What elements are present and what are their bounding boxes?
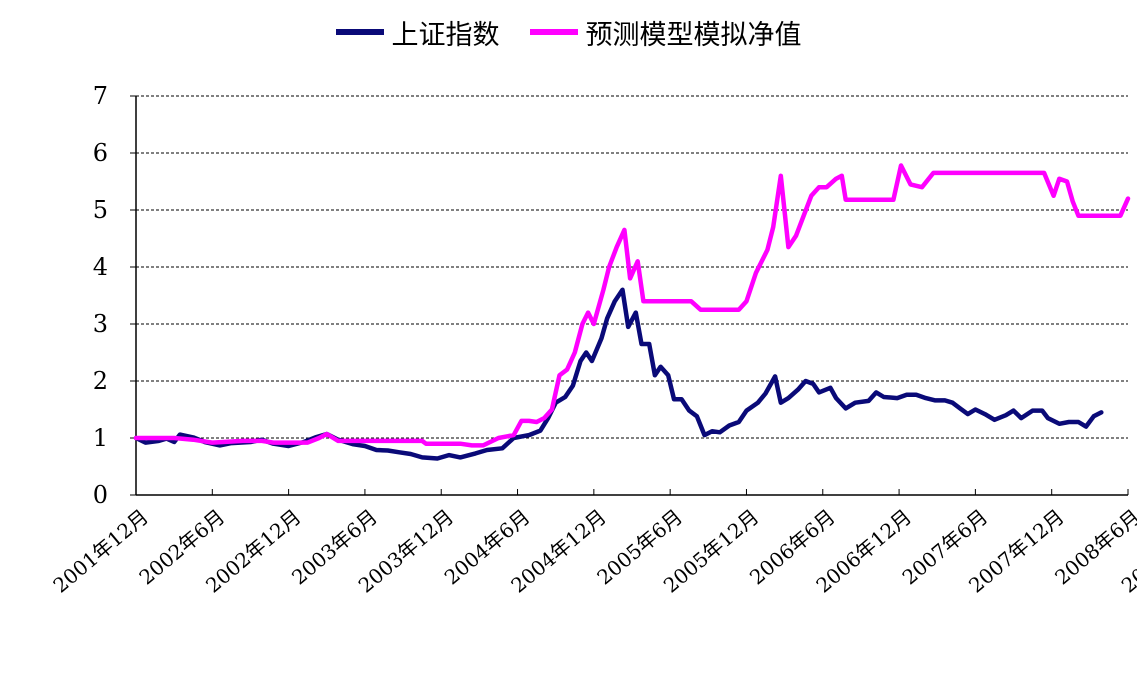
legend-swatch-sse-index — [335, 29, 384, 35]
series-line-model-nav — [133, 163, 1131, 448]
y-tick-label: 2 — [93, 367, 108, 395]
gridlines — [136, 95, 1128, 439]
legend-item-model-nav: 预测模型模拟净值 — [529, 13, 802, 52]
legend-item-sse-index: 上证指数 — [335, 13, 500, 52]
series-lines — [133, 163, 1131, 461]
chart-legend: 上证指数 预测模型模拟净值 — [0, 13, 1137, 52]
legend-swatch-model-nav — [529, 29, 578, 35]
y-tick-label: 5 — [93, 196, 108, 224]
y-tick-label: 6 — [93, 139, 108, 167]
x-axis-ticks: 2001年12月2002年6月2002年12月2003年6月2003年12月20… — [48, 504, 1137, 597]
y-tick-label: 3 — [93, 310, 108, 338]
y-tick-label: 4 — [93, 253, 108, 281]
axes — [130, 95, 1129, 496]
x-tick-label: 2001年12月 — [48, 504, 153, 597]
y-tick-label: 0 — [93, 481, 108, 509]
series-line-sse-index — [133, 287, 1104, 461]
y-axis-ticks: 0 1 2 3 4 5 6 7 — [93, 82, 108, 509]
y-tick-label: 1 — [93, 424, 108, 452]
legend-label-sse-index: 上证指数 — [391, 19, 500, 51]
legend-label-model-nav: 预测模型模拟净值 — [585, 19, 802, 51]
y-tick-label: 7 — [93, 82, 108, 110]
